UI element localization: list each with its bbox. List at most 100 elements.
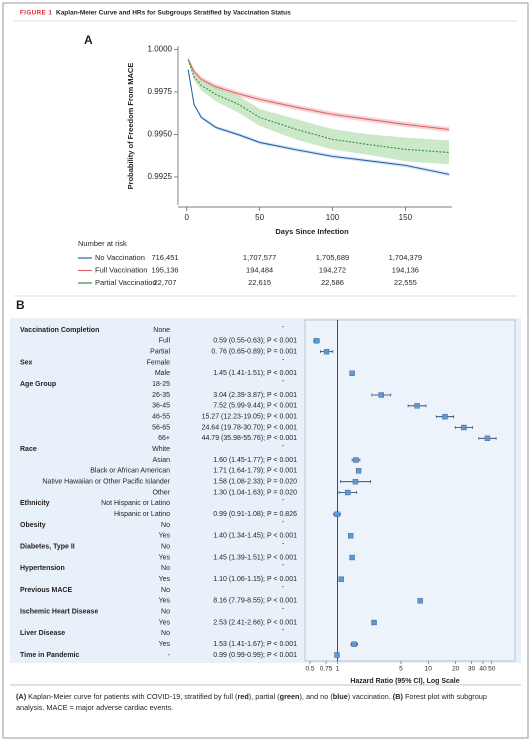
risk-value: 716,451	[151, 253, 178, 262]
subgroup-label: Male	[155, 370, 170, 377]
figure-title: Kaplan-Meier Curve and HRs for Subgroups…	[56, 10, 291, 17]
survival-line	[187, 69, 450, 175]
risk-value: 194,272	[319, 265, 346, 274]
subgroup-label: Not Hispanic or Latino	[101, 500, 170, 507]
group-label: Sex	[20, 359, 33, 366]
caption-part: (A)	[16, 692, 27, 701]
x-tick-label: 10	[425, 666, 433, 673]
estimate-label: 1.53 (1.41-1.67); P < 0.001	[213, 641, 297, 648]
subgroup-label: No	[161, 522, 170, 529]
estimate-label: -	[282, 627, 285, 634]
hr-marker	[323, 349, 330, 355]
hr-marker	[345, 489, 351, 496]
caption: (A) Kaplan-Meier curve for patients with…	[16, 691, 514, 713]
risk-table-title: Number at risk	[78, 239, 127, 248]
estimate-label: -	[282, 378, 285, 385]
hr-marker	[414, 403, 420, 409]
subgroup-label: None	[153, 327, 170, 334]
hr-marker	[353, 457, 359, 463]
estimate-label: 0. 76 (0.65-0.89); P = 0.001	[211, 349, 297, 356]
risk-value: 194,136	[392, 265, 419, 274]
subgroup-label: Partial	[150, 349, 170, 356]
estimate-label: 0.59 (0.55-0.63); P < 0.001	[213, 338, 297, 345]
group-label: Ischemic Heart Disease	[20, 609, 98, 616]
x-tick-label: 0	[185, 213, 190, 222]
survival-line	[187, 59, 450, 154]
subgroup-label: No	[161, 544, 170, 551]
risk-value: 1,704,379	[389, 253, 422, 262]
caption-part: ) vaccination.	[347, 692, 393, 701]
hr-marker	[461, 424, 467, 431]
risk-value: 195,136	[151, 265, 178, 274]
subgroup-label: No	[161, 630, 170, 637]
x-tick-label: 0.5	[306, 666, 315, 673]
estimate-label: 1.60 (1.45-1.77); P < 0.001	[213, 457, 297, 464]
estimate-label: 2.53 (2.41-2.66); P < 0.001	[213, 619, 297, 626]
estimate-label: 15.27 (12.23-19.05); P < 0.001	[202, 414, 298, 421]
hr-marker	[334, 652, 340, 658]
hr-marker	[349, 554, 355, 561]
figure-label: FIGURE 1	[20, 11, 53, 17]
risk-value: 194,484	[246, 265, 273, 274]
subgroup-label: Other	[152, 489, 170, 496]
x-tick-label: 0.75	[320, 666, 333, 673]
x-tick-label: 50	[488, 666, 496, 673]
estimate-label: 1.58 (1.08-2.33); P = 0.020	[213, 479, 297, 486]
estimate-label: -	[282, 324, 285, 331]
group-label: Diabetes, Type II	[20, 544, 75, 551]
subgroup-label: Yes	[159, 619, 171, 626]
ci-band	[188, 57, 450, 165]
caption-part: ), and no (	[299, 692, 333, 701]
estimate-label: 7.52 (5.99-9.44); P < 0.001	[213, 403, 297, 410]
subgroup-label: White	[152, 446, 170, 453]
subgroup-label: No	[161, 587, 170, 594]
hr-marker	[349, 370, 355, 376]
x-tick-label: 150	[399, 213, 413, 222]
estimate-label: 1.30 (1.04-1.63); P = 0.020	[213, 489, 297, 496]
estimate-label: 44.79 (35.98-55.76); P < 0.001	[202, 435, 298, 442]
group-label: Race	[20, 446, 37, 453]
subgroup-label: 66+	[158, 435, 170, 442]
hr-marker	[334, 511, 340, 517]
subgroup-label: No	[161, 609, 170, 616]
caption-part: ), partial (	[248, 692, 280, 701]
risk-value: 22,707	[154, 278, 177, 287]
hr-marker	[351, 641, 357, 647]
subgroup-label: No	[161, 565, 170, 572]
subgroup-label: 26-35	[152, 392, 170, 399]
y-axis-title: Probability of Freedom From MACE	[126, 63, 135, 190]
subgroup-label: 36-45	[152, 403, 170, 410]
subgroup-label: Yes	[159, 641, 171, 648]
y-tick-label: 0.9975	[148, 87, 173, 96]
subgroup-label: Female	[147, 359, 170, 366]
subgroup-label: Native Hawaiian or Other Pacific Islande…	[42, 479, 170, 486]
x-tick-label: 20	[452, 666, 460, 673]
hr-marker	[313, 338, 320, 344]
estimate-label: -	[282, 497, 285, 504]
caption-part: (B)	[392, 692, 403, 701]
estimate-label: -	[282, 356, 285, 363]
subgroup-label: Yes	[159, 598, 171, 605]
hr-marker	[484, 435, 491, 441]
estimate-label: -	[282, 562, 285, 569]
x-tick-label: 1	[336, 666, 340, 673]
legend-label: No Vaccination	[95, 253, 145, 262]
hr-marker	[355, 468, 362, 474]
group-label: Vaccination Completion	[20, 327, 99, 334]
group-label: Time in Pandemic	[20, 652, 79, 659]
estimate-label: -	[282, 519, 285, 526]
estimate-label: 0.99 (0.99-0.99); P < 0.001	[213, 652, 297, 659]
estimate-label: 1.45 (1.39-1.51); P < 0.001	[213, 554, 297, 561]
risk-value: 1,707,577	[243, 253, 276, 262]
hr-marker	[352, 479, 359, 485]
panel-label: A	[84, 33, 93, 47]
hr-marker	[442, 414, 448, 420]
estimate-label: 1.10 (1.06-1.15); P < 0.001	[213, 576, 297, 583]
x-tick-label: 40	[479, 666, 487, 673]
group-label: Previous MACE	[20, 587, 72, 594]
caption-part: red	[237, 692, 249, 701]
caption-part: Kaplan-Meier curve for patients with COV…	[26, 692, 238, 701]
estimate-label: 1.40 (1.34-1.45); P < 0.001	[213, 533, 297, 540]
